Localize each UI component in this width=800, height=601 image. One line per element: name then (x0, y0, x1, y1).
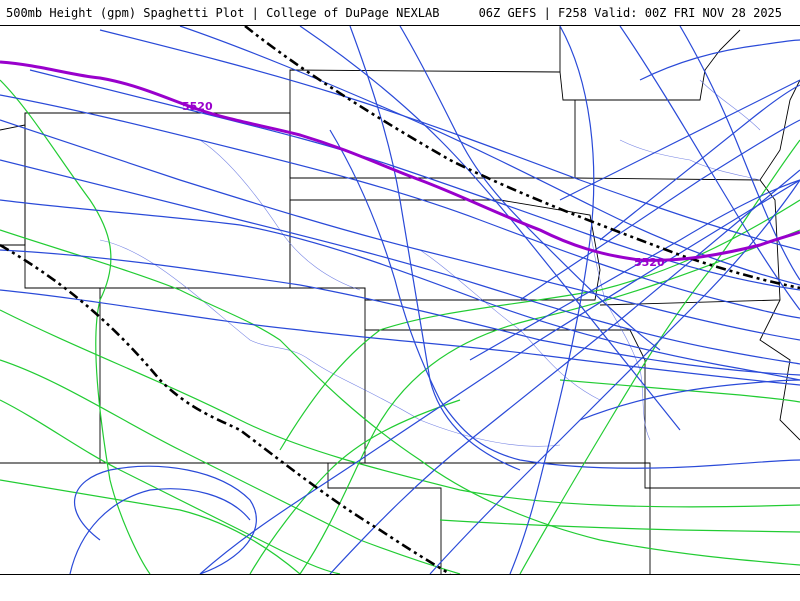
border-minnesota (559, 26, 741, 101)
green-member-line (439, 519, 800, 533)
blue-member-line (579, 379, 800, 421)
blue-member-line (399, 26, 661, 351)
footer-bar (0, 574, 800, 601)
blue-member-line (0, 249, 800, 376)
green-member-line (299, 229, 800, 574)
blue-member-line (329, 169, 800, 574)
blue-member-line (0, 289, 800, 386)
blue-member-line (599, 84, 800, 241)
blue-member-line (329, 129, 800, 469)
green-member-line (0, 79, 151, 574)
border-oklahoma (0, 462, 651, 574)
blue-member-line (0, 119, 800, 341)
blue-member-line (0, 159, 800, 365)
green-member-line (559, 379, 800, 403)
green-member-contours (0, 79, 800, 574)
green-member-line (0, 229, 800, 566)
blue-member-line (519, 119, 800, 301)
blue-member-line (0, 199, 800, 381)
blue-member-contours (0, 26, 800, 574)
ensemble-mean-contour (0, 60, 800, 262)
blue-member-line (0, 94, 800, 319)
blue-member-line (469, 179, 800, 361)
blue-member-line (29, 69, 800, 291)
climatology-5520-line (244, 26, 800, 290)
blue-member-line (349, 26, 521, 471)
border-illinois (759, 299, 800, 441)
border-iowa (574, 177, 781, 306)
blue-member-line (99, 29, 800, 251)
spaghetti-map: 5520 5520 (0, 26, 800, 574)
border-wyoming (24, 112, 291, 289)
header-bar: 500mb Height (gpm) Spaghetti Plot | Coll… (0, 0, 800, 26)
border-panhandle (327, 463, 442, 574)
border-colorado (25, 287, 366, 464)
blue-member-line (73, 465, 257, 574)
green-member-line (0, 399, 341, 574)
green-member-line (0, 479, 301, 574)
blue-member-line (679, 26, 800, 281)
green-member-line (0, 359, 461, 574)
blue-member-line (179, 26, 800, 286)
blue-member-line (299, 26, 681, 431)
green-member-line (249, 399, 461, 574)
climatology-5580-line (0, 243, 451, 574)
blue-member-line (69, 488, 251, 574)
climatology-lines (0, 26, 800, 574)
run-info: 06Z GEFS | F258 Valid: 00Z FRI NOV 28 20… (478, 6, 782, 20)
plot-title: 500mb Height (gpm) Spaghetti Plot | Coll… (6, 6, 440, 20)
state-borders (0, 26, 800, 574)
contour-label-5520: 5520 (634, 256, 665, 269)
border-wisconsin (759, 79, 800, 181)
blue-member-line (619, 26, 800, 311)
blue-member-line (639, 39, 800, 81)
mean-5520-line (0, 60, 800, 262)
border-missouri (644, 463, 800, 489)
contour-label-5520: 5520 (182, 100, 213, 113)
border-montana-west (0, 113, 26, 246)
blue-member-line (559, 79, 800, 201)
blue-member-line (509, 26, 595, 574)
